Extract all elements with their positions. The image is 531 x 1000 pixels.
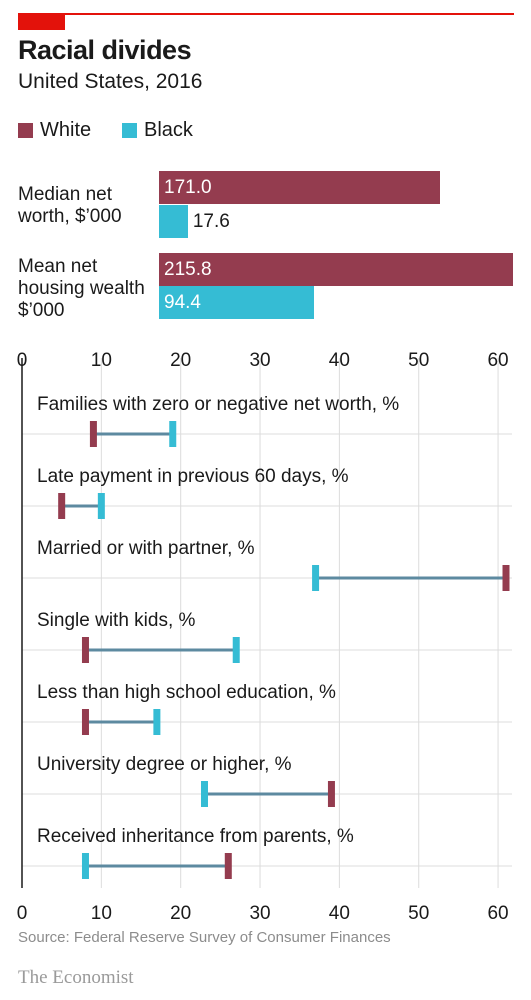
tick-label-bottom-40: 40: [329, 903, 350, 924]
wealth-group-label-median: Median net worth, $’000: [18, 184, 122, 227]
row-marker-white-3: [81, 637, 89, 663]
tick-label-bottom-0: 0: [17, 903, 28, 924]
tick-label-bottom-60: 60: [487, 903, 508, 924]
row-marker-white-2: [502, 565, 510, 591]
row-marker-black-2: [312, 565, 320, 591]
row-marker-black-6: [81, 853, 89, 879]
wealth-bar-housing-black: [159, 286, 314, 319]
row-label-4: Less than high school education, %: [37, 682, 336, 703]
chart-subtitle: United States, 2016: [18, 70, 203, 93]
row-marker-white-1: [58, 493, 66, 519]
brand-logo: The Economist: [18, 967, 134, 988]
row-label-6: Received inheritance from parents, %: [37, 826, 354, 847]
chart-title: Racial divides: [18, 35, 192, 65]
tick-label-top-10: 10: [91, 350, 112, 371]
legend-swatch-black: [122, 123, 137, 138]
row-marker-white-6: [224, 853, 232, 879]
tick-label-top-50: 50: [408, 350, 429, 371]
wealth-value-median-black: 17.6: [192, 211, 230, 232]
top-red-tag: [18, 13, 65, 30]
row-marker-white-0: [89, 421, 97, 447]
wealth-value-housing-white: 215.8: [164, 259, 212, 280]
source-note: Source: Federal Reserve Survey of Consum…: [18, 929, 391, 946]
legend-label-white: White: [40, 119, 92, 141]
row-label-2: Married or with partner, %: [37, 538, 255, 559]
tick-label-top-30: 30: [249, 350, 270, 371]
row-marker-black-1: [97, 493, 105, 519]
row-label-1: Late payment in previous 60 days, %: [37, 466, 349, 487]
tick-label-bottom-50: 50: [408, 903, 429, 924]
tick-label-bottom-30: 30: [249, 903, 270, 924]
row-marker-white-5: [327, 781, 335, 807]
tick-label-bottom-20: 20: [170, 903, 191, 924]
row-label-3: Single with kids, %: [37, 610, 196, 631]
row-marker-black-4: [153, 709, 161, 735]
tick-label-top-0: 0: [17, 350, 28, 371]
row-marker-black-5: [200, 781, 208, 807]
row-label-0: Families with zero or negative net worth…: [37, 394, 399, 415]
legend-label-black: Black: [144, 119, 193, 141]
row-label-5: University degree or higher, %: [37, 754, 292, 775]
wealth-value-median-white: 171.0: [164, 177, 212, 198]
wealth-bar-median-white: [159, 171, 440, 204]
top-rule: [18, 13, 514, 15]
tick-label-top-60: 60: [487, 350, 508, 371]
wealth-group-label-housing: Mean net housing wealth $’000: [18, 256, 145, 321]
tick-label-bottom-10: 10: [91, 903, 112, 924]
dumbbell-chart: 0 0 10 10 20 20 30 30 40 40 50 50 60 60 Families with …: [17, 350, 512, 924]
tick-label-top-40: 40: [329, 350, 350, 371]
row-marker-black-3: [232, 637, 240, 663]
wealth-bar-housing-white: [159, 253, 513, 286]
row-marker-white-4: [81, 709, 89, 735]
wealth-bar-median-black: [159, 205, 188, 238]
wealth-value-housing-black: 94.4: [164, 292, 201, 313]
tick-label-top-20: 20: [170, 350, 191, 371]
legend-swatch-white: [18, 123, 33, 138]
row-marker-black-0: [169, 421, 177, 447]
